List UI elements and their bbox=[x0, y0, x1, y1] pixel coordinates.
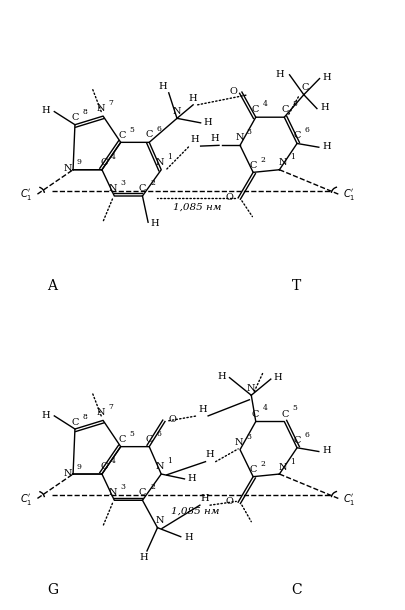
Text: A: A bbox=[47, 279, 58, 293]
Text: H: H bbox=[273, 373, 282, 382]
Text: H: H bbox=[189, 93, 197, 102]
Text: N: N bbox=[155, 158, 164, 167]
Text: 5: 5 bbox=[129, 430, 134, 438]
Text: N: N bbox=[97, 104, 105, 113]
Text: 5: 5 bbox=[292, 404, 297, 412]
Text: N: N bbox=[97, 408, 105, 417]
Text: H: H bbox=[276, 70, 284, 79]
Text: 3: 3 bbox=[120, 483, 125, 491]
Text: 8: 8 bbox=[83, 412, 87, 421]
Text: H: H bbox=[191, 135, 199, 144]
Text: 1: 1 bbox=[167, 152, 172, 160]
Text: O: O bbox=[168, 415, 177, 424]
Text: C: C bbox=[281, 105, 289, 114]
Text: C: C bbox=[119, 436, 126, 445]
Text: C: C bbox=[252, 409, 259, 418]
Text: C: C bbox=[249, 465, 257, 475]
Text: 6: 6 bbox=[305, 431, 309, 439]
Text: N: N bbox=[155, 517, 164, 525]
Text: N: N bbox=[235, 437, 243, 447]
Text: C: C bbox=[293, 436, 301, 445]
Text: C: C bbox=[145, 131, 153, 139]
Text: 4: 4 bbox=[111, 152, 115, 160]
Text: 4: 4 bbox=[262, 100, 267, 108]
Text: 6: 6 bbox=[157, 429, 162, 437]
Text: C: C bbox=[100, 158, 107, 167]
Text: 2: 2 bbox=[150, 483, 155, 491]
Text: N: N bbox=[279, 463, 288, 472]
Text: C: C bbox=[281, 409, 289, 418]
Text: N: N bbox=[63, 469, 72, 478]
Text: H: H bbox=[140, 553, 148, 562]
Text: 7: 7 bbox=[109, 99, 113, 107]
Text: 4: 4 bbox=[262, 404, 267, 412]
Text: 2: 2 bbox=[150, 179, 155, 187]
Text: H: H bbox=[159, 82, 167, 90]
Text: G: G bbox=[47, 583, 58, 597]
Text: H: H bbox=[206, 450, 214, 459]
Text: $C_1'$: $C_1'$ bbox=[343, 187, 355, 203]
Text: C: C bbox=[71, 113, 79, 123]
Text: 1: 1 bbox=[290, 458, 295, 465]
Text: 8: 8 bbox=[83, 109, 87, 117]
Text: T: T bbox=[292, 279, 301, 293]
Text: 9: 9 bbox=[77, 462, 82, 470]
Text: 1,085 нм: 1,085 нм bbox=[171, 507, 219, 516]
Text: 6: 6 bbox=[157, 125, 162, 133]
Text: 1,085 нм: 1,085 нм bbox=[173, 203, 221, 212]
Text: 4: 4 bbox=[111, 457, 115, 465]
Text: H: H bbox=[42, 411, 50, 420]
Text: C: C bbox=[100, 462, 107, 471]
Text: 6: 6 bbox=[305, 126, 309, 134]
Text: $C_1'$: $C_1'$ bbox=[20, 492, 32, 507]
Text: H: H bbox=[323, 142, 331, 151]
Text: C: C bbox=[252, 105, 259, 114]
Text: O: O bbox=[230, 87, 238, 96]
Text: N: N bbox=[108, 184, 117, 193]
Text: H: H bbox=[320, 103, 329, 112]
Text: O: O bbox=[226, 193, 234, 202]
Text: H: H bbox=[204, 118, 213, 127]
Text: H: H bbox=[42, 106, 50, 115]
Text: O: O bbox=[226, 497, 234, 506]
Text: 3: 3 bbox=[247, 128, 252, 136]
Text: H: H bbox=[210, 134, 219, 143]
Text: 5: 5 bbox=[292, 100, 297, 108]
Text: 2: 2 bbox=[261, 156, 266, 164]
Text: 3: 3 bbox=[247, 432, 252, 440]
Text: H: H bbox=[151, 218, 159, 228]
Text: H: H bbox=[184, 533, 192, 542]
Text: C: C bbox=[139, 488, 146, 497]
Text: $C_1'$: $C_1'$ bbox=[343, 492, 355, 507]
Text: C: C bbox=[249, 161, 257, 170]
Text: H: H bbox=[198, 404, 207, 414]
Text: N: N bbox=[279, 159, 288, 168]
Text: C: C bbox=[302, 84, 309, 93]
Text: N: N bbox=[155, 462, 164, 471]
Text: C: C bbox=[71, 418, 79, 427]
Text: N: N bbox=[108, 488, 117, 497]
Text: H: H bbox=[217, 371, 226, 381]
Text: C: C bbox=[119, 131, 126, 140]
Text: C: C bbox=[139, 184, 146, 193]
Text: N: N bbox=[173, 107, 181, 116]
Text: 7: 7 bbox=[109, 403, 113, 411]
Text: $C_1'$: $C_1'$ bbox=[20, 187, 32, 203]
Text: H: H bbox=[322, 73, 330, 82]
Text: H: H bbox=[323, 447, 331, 455]
Text: C: C bbox=[291, 583, 302, 597]
Text: H: H bbox=[200, 494, 209, 503]
Text: H: H bbox=[188, 473, 196, 483]
Text: 1: 1 bbox=[167, 457, 172, 465]
Text: 3: 3 bbox=[120, 179, 125, 187]
Text: 1: 1 bbox=[290, 153, 295, 162]
Text: 5: 5 bbox=[129, 126, 134, 134]
Text: N: N bbox=[236, 134, 244, 142]
Text: N: N bbox=[246, 384, 255, 393]
Text: C: C bbox=[145, 435, 153, 443]
Text: 9: 9 bbox=[77, 158, 82, 167]
Text: N: N bbox=[63, 165, 72, 173]
Text: C: C bbox=[293, 132, 301, 140]
Text: 2: 2 bbox=[261, 461, 266, 468]
